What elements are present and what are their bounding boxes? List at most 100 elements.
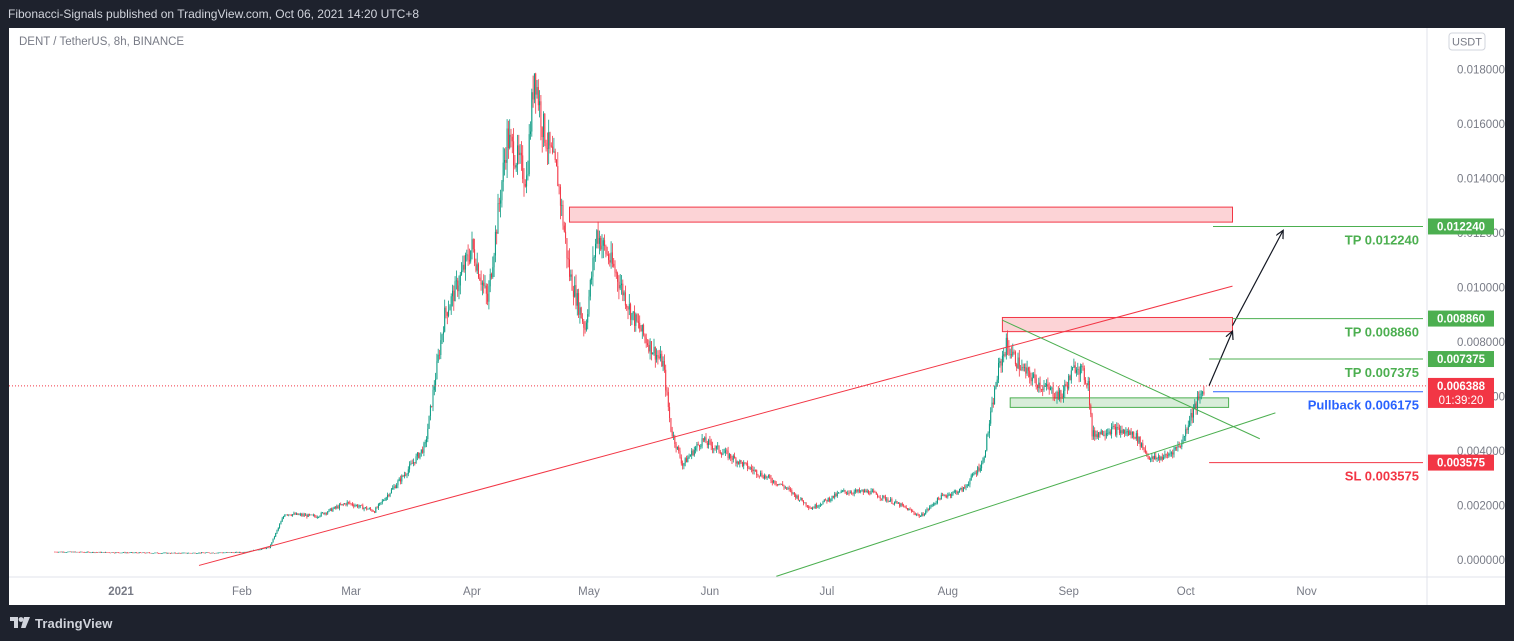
candle-body [205, 552, 206, 554]
candle-body [1164, 454, 1166, 458]
candle-body [193, 552, 195, 554]
candle-body [164, 552, 166, 554]
candle-body [609, 260, 611, 263]
candle-body [1085, 380, 1087, 384]
price-chart[interactable]: TP 0.012240 TP 0.008860 TP 0.007375 Pullbac… [9, 28, 1505, 605]
candle-body [786, 487, 788, 489]
candle-body [266, 547, 268, 549]
candle-body [635, 314, 637, 326]
candle-body [94, 552, 96, 553]
candle-body [775, 483, 777, 485]
currency-badge[interactable]: USDT [1448, 32, 1486, 51]
candle-body [782, 483, 784, 486]
candle-body [332, 508, 334, 512]
candle-body [717, 445, 719, 447]
candle-body [406, 474, 408, 476]
candle-body [884, 496, 886, 501]
candle-body [644, 334, 646, 338]
sl-level-badge[interactable]: 0.003575 [1428, 454, 1494, 471]
candle-body [367, 509, 369, 510]
candle-body [166, 552, 167, 554]
candle-body [368, 508, 370, 510]
tp-level-1-badge[interactable]: 0.012240 [1428, 218, 1494, 235]
candle-body [1195, 403, 1197, 409]
candle-body [268, 547, 270, 549]
candle-body [98, 551, 100, 553]
candle-body [998, 362, 999, 380]
candle-body [1191, 412, 1193, 418]
candle-body [114, 552, 115, 554]
candle-body [440, 340, 442, 355]
candle-body [1078, 369, 1080, 375]
candle-body [293, 513, 295, 515]
candle-body [523, 179, 525, 184]
candle-body [715, 446, 717, 449]
candle-body [1173, 448, 1175, 455]
candle-body [357, 505, 359, 508]
candle-body [1147, 453, 1149, 457]
arrow-to-tp1 [1231, 230, 1284, 326]
candle-body [658, 356, 660, 359]
candle-body [1138, 436, 1140, 443]
candle-body [129, 552, 131, 554]
candle-body [774, 480, 776, 484]
candle-body [279, 524, 281, 528]
candle-body [374, 511, 375, 513]
candle-body [1070, 370, 1072, 381]
candle-body [354, 505, 356, 507]
tp-level-2-badge[interactable]: 0.008860 [1428, 310, 1494, 327]
candle-body [349, 502, 351, 504]
candle-body [227, 552, 229, 553]
candle-body [488, 286, 490, 302]
candle-body [626, 305, 628, 308]
candle-body [424, 442, 426, 444]
candle-body [777, 484, 778, 485]
candle-body [597, 230, 599, 244]
candle-body [277, 527, 279, 531]
candle-body [377, 504, 379, 508]
candle-body [387, 494, 388, 498]
candle-body [134, 552, 136, 554]
candle-body [106, 552, 108, 553]
candle-body [297, 513, 299, 515]
candle-body [422, 449, 424, 453]
tradingview-brand: TradingView [35, 615, 113, 631]
candle-body [1156, 457, 1158, 459]
candle-body [505, 160, 507, 163]
candle-body [671, 431, 673, 437]
chart-frame[interactable]: TP 0.012240 TP 0.008860 TP 0.007375 Pullbac… [9, 28, 1505, 605]
candle-body [864, 490, 866, 493]
candle-body [595, 243, 596, 258]
candle-body [800, 497, 802, 500]
candle-body [1181, 442, 1183, 447]
x-tick-label: 2021 [108, 586, 134, 598]
candle-body [470, 250, 472, 262]
candle-body [162, 553, 164, 554]
candle-body [819, 504, 821, 506]
candle-body [364, 507, 366, 508]
candle-body [436, 361, 438, 379]
tp-level-3-badge[interactable]: 0.007375 [1428, 351, 1494, 368]
candle-body [852, 493, 854, 494]
candle-body [611, 252, 613, 264]
candle-body [385, 497, 387, 501]
candle-body [1011, 354, 1012, 356]
candle-body [494, 231, 496, 256]
candle-body [146, 552, 148, 554]
candle-body [272, 538, 274, 543]
candle-body [1039, 382, 1041, 389]
candle-body [666, 390, 668, 393]
candle-body [990, 411, 992, 424]
tradingview-logo[interactable]: TradingView [10, 615, 112, 631]
candle-body [585, 322, 587, 330]
last-price-badge[interactable]: 0.006388 01:39:20 [1428, 377, 1494, 408]
candle-body [86, 551, 88, 553]
candle-body [283, 516, 284, 519]
candle-body [179, 552, 180, 554]
candle-body [138, 552, 140, 554]
candle-body [240, 552, 242, 553]
candle-body [1060, 390, 1062, 397]
candle-body [942, 494, 944, 496]
candle-body [487, 293, 489, 302]
candle-body [877, 494, 879, 497]
